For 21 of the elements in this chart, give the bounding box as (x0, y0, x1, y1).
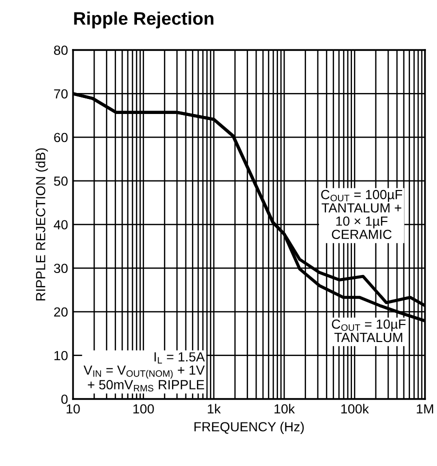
y-tick-label: 0 (61, 394, 68, 404)
x-tick-label: 100k (341, 404, 369, 414)
y-tick-label: 10 (54, 350, 68, 360)
y-axis-title: RIPPLE REJECTION (dB) (36, 148, 48, 300)
chart-title: Ripple Rejection (74, 12, 214, 28)
x-tick-label: 10 (66, 404, 80, 414)
y-tick-label: 40 (54, 220, 68, 230)
y-tick-label: 60 (54, 132, 68, 142)
y-tick-label: 70 (54, 89, 68, 99)
y-tick-label: 50 (54, 176, 68, 186)
x-tick-label: 1M (416, 404, 434, 414)
y-tick-label: 80 (54, 46, 68, 55)
x-tick-label: 10k (274, 404, 295, 414)
y-tick-label: 30 (54, 264, 68, 274)
x-axis-title: FREQUENCY (Hz) (194, 422, 304, 434)
x-tick-label: 1k (208, 404, 221, 414)
x-tick-label: 100 (133, 404, 154, 414)
text: I$_{L}$ = 1.5A V$_{IN}$ = V$_{OUT(NOM)}$ + 1V + 50mV$_{RMS}$ RIPPLE (84, 352, 205, 392)
series-label: C$_{OUT}$ = 10µF TANTALUM (332, 319, 406, 342)
y-tick-label: 20 (54, 307, 68, 317)
text: C$_{OUT}$ = 100µF TANTALUM + 10 × 1µF CERAMIC (321, 190, 402, 240)
